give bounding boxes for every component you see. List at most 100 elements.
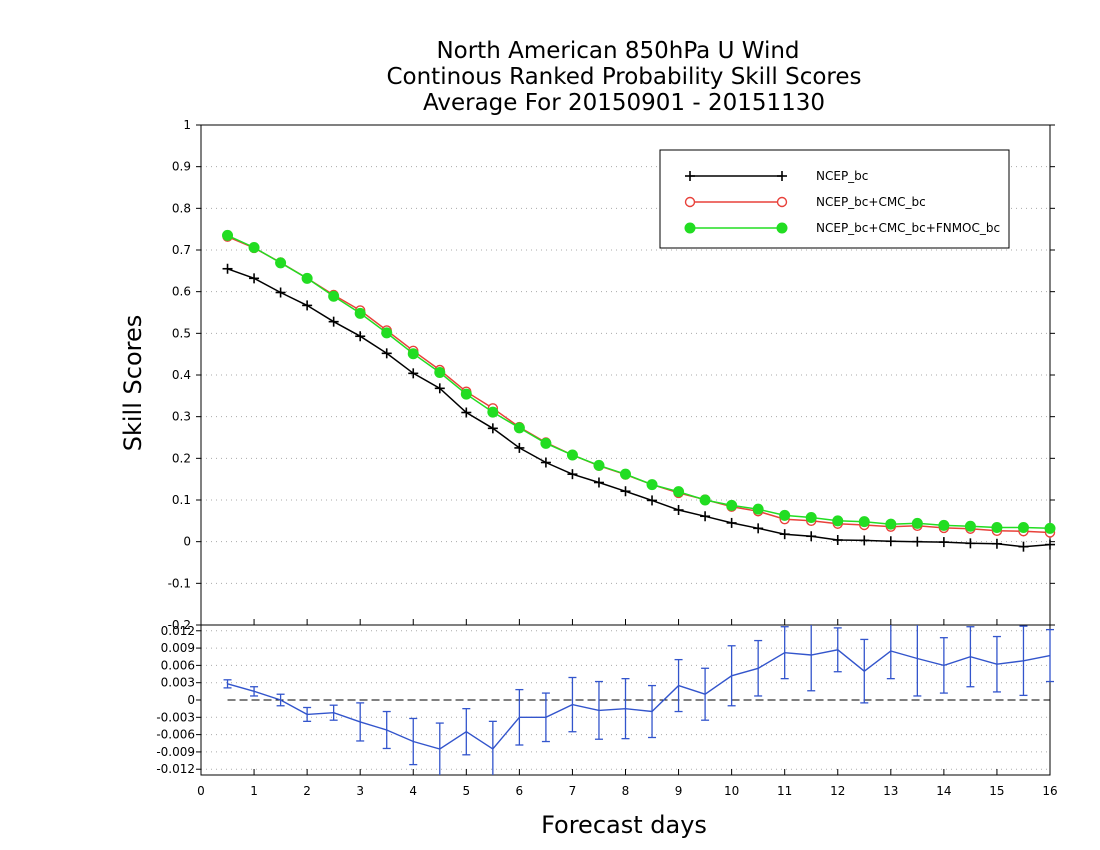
top-y-tick-label: 0.8 [172,201,191,215]
bottom-y-tick-label: -0.009 [156,745,195,759]
filled-circle-marker [513,422,525,434]
x-tick-label: 11 [777,784,792,798]
filled-circle-marker [805,512,817,523]
plus-marker [912,536,923,547]
legend-label: NCEP_bc [816,169,868,183]
top-y-tick-label: 0.3 [172,410,191,424]
top-y-tick-label: -0.1 [168,576,191,590]
top-y-tick-label: 0.5 [172,326,191,340]
plus-marker [1045,539,1055,550]
filled-circle-marker [911,517,923,529]
filled-circle-marker [222,229,234,241]
plus-marker [249,273,260,284]
plus-marker [806,531,817,542]
plus-marker [965,538,976,549]
filled-circle-marker [673,486,685,498]
plus-marker [685,171,695,181]
plus-marker [328,316,339,327]
x-tick-label: 6 [516,784,524,798]
plus-marker [302,300,313,311]
bottom-panel-gridlines [201,630,1050,770]
top-y-tick-label: 0.2 [172,451,191,465]
plus-marker [381,348,392,359]
x-tick-label: 9 [675,784,683,798]
series-2 [222,229,1056,534]
filled-circle-marker [301,272,313,284]
filled-circle-marker [752,503,764,515]
filled-circle-marker [275,257,287,269]
legend-item-0: NCEP_bc [685,169,868,183]
filled-circle-marker [593,459,605,471]
bottom-y-tick-label: 0.003 [161,676,195,690]
plus-marker [673,505,684,515]
error-bar [913,625,922,697]
plus-marker [355,331,366,342]
plus-marker [222,263,233,274]
filled-circle-marker [964,520,976,532]
error-bar [1046,628,1054,683]
x-tick-label: 7 [569,784,577,798]
plus-marker [275,287,286,298]
filled-circle-marker [1044,522,1056,534]
plus-marker [700,511,711,522]
plus-marker [753,523,764,534]
x-axis-label: Forecast days [541,811,707,839]
plus-marker [832,535,843,545]
plus-marker [647,495,658,506]
filled-circle-marker [620,468,631,480]
x-tick-label: 4 [409,784,417,798]
plus-marker [567,469,578,480]
bottom-y-tick-label: 0.009 [161,641,195,655]
top-y-tick-label: 0.9 [172,160,191,174]
filled-circle-marker [858,516,870,528]
top-panel-y-axis: 1 0.9 0.8 0.7 0.6 0.5 0.4 0.3 0.2 0.1 0 -0.1 -0.2 [168,118,1055,632]
bottom-panel-y-axis: 0.012 0.009 0.006 0.003 0 -0.003 -0.006 -0.009 -… [156,624,201,776]
x-tick-label: 8 [622,784,630,798]
plus-marker [938,537,949,548]
legend-box [659,149,1010,249]
plus-marker [487,423,498,434]
x-tick-label: 13 [883,784,898,798]
top-panel-series [222,229,1056,552]
bottom-y-tick-label: 0.006 [161,658,195,672]
filled-circle-marker [540,437,552,449]
bottom-y-tick-label: 0.012 [161,624,195,638]
legend-label: NCEP_bc+CMC_bc [816,195,926,209]
x-tick-label: 15 [989,784,1004,798]
chart-title: North American 850hPa U Wind Continous R… [386,38,861,116]
series-0 [222,263,1055,552]
plus-marker [859,535,870,546]
legend: NCEP_bc NCEP_bc+CMC_bc NCEP_bc+CMC_bc+FNMO… [659,149,1010,249]
top-y-tick-label: 1 [183,118,191,132]
open-circle-marker [684,196,696,208]
open-circle-marker [776,196,788,208]
filled-circle-marker [726,499,738,511]
y-axis-label: Skill Scores [119,315,147,452]
x-tick-label: 16 [1042,784,1057,798]
plus-marker [540,457,551,468]
x-tick-label: 3 [356,784,364,798]
series-line [227,236,1051,534]
filled-circle-marker [885,518,897,530]
filled-circle-marker [1017,522,1029,533]
x-axis: 0 1 2 3 4 5 6 7 8 9 10 11 12 13 14 15 16 [197,619,1058,798]
filled-circle-marker [460,388,472,400]
bottom-y-tick-label: -0.006 [156,728,195,742]
x-tick-label: 12 [830,784,845,798]
bottom-panel-difference-series [223,625,1054,775]
top-y-tick-label: 0.4 [172,368,191,382]
x-tick-label: 2 [303,784,311,798]
chart-title-line-2: Continous Ranked Probability Skill Score… [386,64,861,90]
bottom-y-tick-label: 0 [187,693,195,707]
legend-item-1: NCEP_bc+CMC_bc [684,195,926,209]
legend-label: NCEP_bc+CMC_bc+FNMOC_bc [816,221,1000,235]
top-y-tick-label: -0.2 [168,618,191,632]
filled-circle-marker [776,222,788,234]
plus-marker [991,538,1002,549]
bottom-y-tick-label: -0.012 [156,762,195,776]
difference-line [227,649,1051,750]
series-line [227,268,1051,548]
series-1 [222,231,1056,538]
chart-title-line-1: North American 850hPa U Wind [436,38,799,64]
filled-circle-marker [646,479,658,491]
